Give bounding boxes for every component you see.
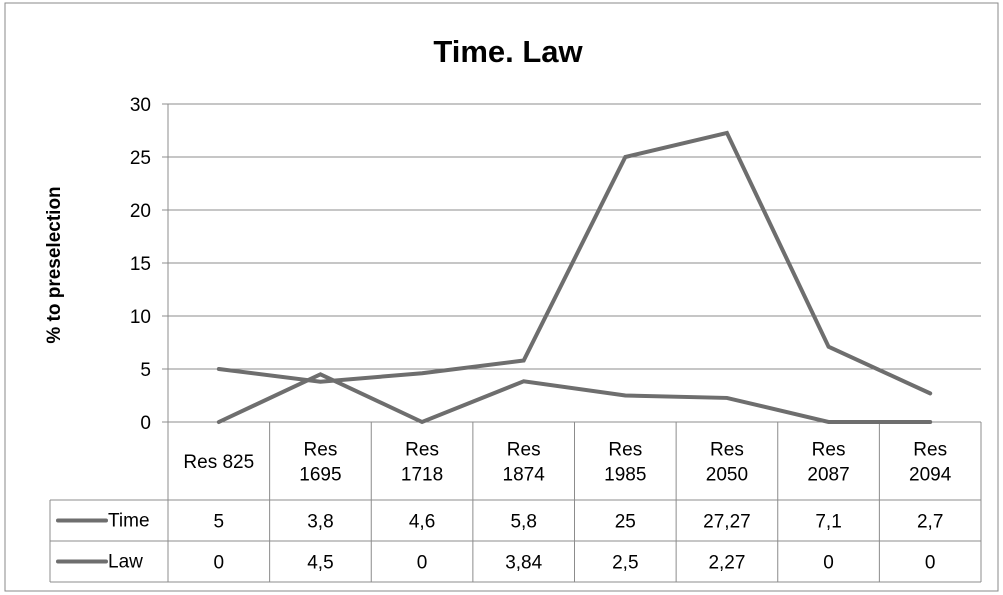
data-value-label: 0 — [823, 553, 834, 574]
data-value-label: 5 — [214, 512, 225, 533]
y-tick-label: 25 — [130, 148, 151, 169]
data-value-label: 0 — [417, 553, 428, 574]
series-lines — [216, 130, 933, 425]
y-tick-label: 20 — [130, 201, 151, 222]
x-category-label: Res — [304, 440, 338, 461]
data-value-label: 7,1 — [815, 512, 841, 533]
x-category-label: 1985 — [604, 465, 646, 486]
y-tick-label: 5 — [140, 360, 151, 381]
y-tick-label: 15 — [130, 254, 151, 275]
data-value-label: 2,5 — [612, 553, 638, 574]
x-category-label: 1718 — [401, 465, 443, 486]
x-category-label: Res — [507, 440, 541, 461]
x-category-label: Res — [608, 440, 642, 461]
data-value-label: 4,5 — [307, 553, 333, 574]
y-tick-label: 30 — [130, 95, 151, 116]
y-axis-label: % to preselection — [44, 186, 65, 343]
data-value-label: 25 — [615, 512, 636, 533]
data-value-label: 3,8 — [307, 512, 333, 533]
data-value-label: 0 — [925, 553, 936, 574]
x-category-label: 2050 — [706, 465, 748, 486]
data-value-label: 3,84 — [505, 553, 542, 574]
y-axis-ticks: 0 5 10 15 20 25 30 — [130, 95, 168, 434]
data-value-label: 2,27 — [708, 553, 745, 574]
data-table: Res 825 Res 1695 Res 1718 Res 1874 Res 1985 Res 20… — [49, 422, 982, 583]
x-category-label: Res — [710, 440, 744, 461]
x-category-label: 2087 — [807, 465, 849, 486]
x-category-label: Res 825 — [183, 452, 254, 473]
y-tick-label: 0 — [140, 413, 151, 434]
x-category-label: 1874 — [503, 465, 546, 486]
series-line-law — [216, 372, 933, 425]
data-value-label: 5,8 — [510, 512, 536, 533]
chart-border — [4, 2, 999, 592]
data-value-label: 0 — [214, 553, 225, 574]
x-category-label: 2094 — [909, 465, 952, 486]
data-value-label: 4,6 — [409, 512, 435, 533]
chart-title: Time. Law — [433, 34, 583, 69]
legend-label: Time — [108, 511, 150, 532]
x-category-label: 1695 — [299, 465, 341, 486]
x-category-label: Res — [405, 440, 439, 461]
y-tick-label: 10 — [130, 307, 151, 328]
legend-label: Law — [108, 552, 143, 573]
x-category-label: Res — [913, 440, 947, 461]
data-value-label: 27,27 — [703, 512, 751, 533]
gridlines — [167, 103, 981, 423]
data-value-label: 2,7 — [917, 512, 943, 533]
x-category-label: Res — [812, 440, 846, 461]
